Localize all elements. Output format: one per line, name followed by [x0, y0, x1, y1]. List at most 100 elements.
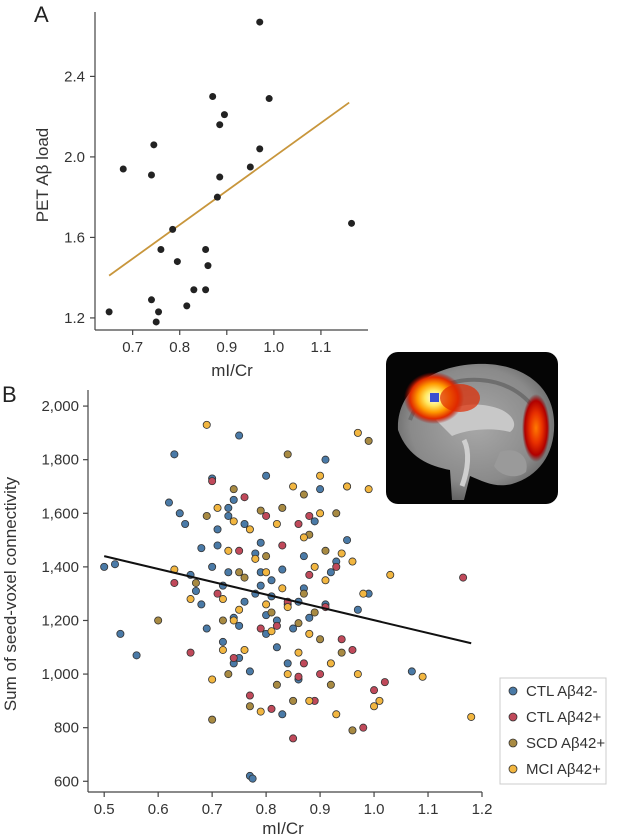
- panel-b-data-point: [294, 619, 303, 628]
- panel-b-data-point: [197, 600, 206, 609]
- panel-b-data-point: [278, 710, 287, 719]
- panel-b-data-point: [132, 651, 141, 660]
- panel-b-data-point: [262, 552, 271, 561]
- panel-b-data-point: [272, 680, 281, 689]
- posterior-activation-region: [522, 394, 550, 462]
- panel-b-y-tick-label: 1,200: [41, 612, 79, 629]
- panel-a-data-point: [256, 18, 264, 26]
- panel-b-data-point: [224, 546, 233, 555]
- panel-b-y-tick-label: 600: [54, 773, 79, 790]
- panel-b-data-point: [213, 525, 222, 534]
- panel-b-data-point: [289, 696, 298, 705]
- panel-b-data-point: [262, 568, 271, 577]
- panel-b-data-point: [186, 595, 195, 604]
- panel-a-data-point: [202, 286, 210, 294]
- panel-b-data-point: [299, 589, 308, 598]
- panel-a-data-point: [150, 141, 158, 149]
- legend-marker: [508, 686, 518, 696]
- panel-b-data-point: [316, 485, 325, 494]
- panel-b-data-point: [370, 686, 379, 695]
- panel-b-data-point: [170, 578, 179, 587]
- panel-b-data-point: [218, 637, 227, 646]
- panel-b-data-point: [316, 635, 325, 644]
- panel-b-data-point: [343, 482, 352, 491]
- panel-a-data-point: [152, 318, 160, 326]
- brain-connectivity-inset: [386, 352, 558, 504]
- panel-b-data-point: [299, 552, 308, 561]
- panel-b-data-point: [289, 482, 298, 491]
- panel-b-data-point: [305, 629, 314, 638]
- panel-b-data-point: [467, 712, 476, 721]
- panel-b-data-point: [353, 605, 362, 614]
- panel-b-data-point: [294, 520, 303, 529]
- panel-b-data-point: [248, 774, 257, 783]
- panel-a-y-tick-label: 1.2: [64, 310, 85, 327]
- panel-b-data-point: [235, 621, 244, 630]
- panel-b-y-tick-label: 1,400: [41, 559, 79, 576]
- panel-b-data-point: [208, 715, 217, 724]
- panel-b-data-point: [310, 517, 319, 526]
- panel-b-data-point: [245, 702, 254, 711]
- panel-a-data-point: [190, 286, 198, 294]
- panel-b-data-point: [310, 608, 319, 617]
- panel-a-data-point: [246, 163, 254, 171]
- panel-b-data-point: [316, 670, 325, 679]
- panel-a-data-point: [105, 308, 113, 316]
- panel-b-data-point: [359, 723, 368, 732]
- panel-a-data-point: [220, 111, 228, 119]
- panel-b-y-tick-label: 1,000: [41, 666, 79, 683]
- panel-b-data-point: [316, 471, 325, 480]
- panel-b-data-point: [310, 562, 319, 571]
- panel-b-data-point: [208, 675, 217, 684]
- legend-label: SCD Aβ42+: [526, 735, 605, 752]
- panel-a-y-label: PET Aβ load: [33, 128, 52, 223]
- panel-b-data-point: [235, 568, 244, 577]
- panel-b-data-point: [305, 613, 314, 622]
- panel-b-data-point: [278, 584, 287, 593]
- panel-b-data-point: [229, 485, 238, 494]
- panel-b-data-point: [197, 544, 206, 553]
- panel-b-data-point: [370, 702, 379, 711]
- panel-b-data-point: [240, 597, 249, 606]
- panel-b-data-point: [321, 576, 330, 585]
- panel-b-data-point: [208, 562, 217, 571]
- panel-b-data-point: [343, 536, 352, 545]
- panel-a-data-point: [157, 245, 165, 253]
- panel-a-data-point: [213, 193, 221, 201]
- panel-a-chart: 1.2 1.6 2.0 2.4 0.7 0.8 0.9 1.0 1.1 PET Aβ load…: [33, 12, 368, 380]
- panel-b-data-point: [267, 704, 276, 713]
- panel-a-data-point: [256, 145, 264, 153]
- panel-b-data-point: [229, 616, 238, 625]
- panel-b-data-point: [186, 648, 195, 657]
- panel-a-data-point: [216, 121, 224, 129]
- panel-b-data-point: [256, 624, 265, 633]
- panel-b-data-point: [256, 707, 265, 716]
- panel-b-data-point: [326, 659, 335, 668]
- panel-b-data-point: [359, 589, 368, 598]
- panel-a-y-tick-label: 2.4: [64, 68, 85, 85]
- panel-b-data-point: [245, 691, 254, 700]
- panel-b-data-point: [283, 659, 292, 668]
- panel-b-data-point: [245, 667, 254, 676]
- panel-a-data-point: [173, 258, 181, 266]
- panel-b-data-point: [375, 696, 384, 705]
- panel-b-data-point: [332, 710, 341, 719]
- panel-a-data-point: [147, 171, 155, 179]
- panel-b-data-point: [299, 659, 308, 668]
- panel-b-data-point: [305, 696, 314, 705]
- panel-b-data-point: [224, 511, 233, 520]
- panel-b-data-point: [299, 490, 308, 499]
- legend-label: CTL Aβ42-: [526, 683, 597, 700]
- panel-a-x-tick-label: 0.7: [122, 339, 143, 356]
- legend-box: [499, 677, 607, 785]
- panel-b-data-point: [305, 511, 314, 520]
- panel-a-y-tick-label: 2.0: [64, 149, 85, 166]
- panel-b-data-point: [256, 581, 265, 590]
- panel-b-data-point: [283, 603, 292, 612]
- panel-b-data-point: [278, 503, 287, 512]
- panel-b-regression-line: [103, 555, 472, 645]
- panel-b-data-point: [386, 570, 395, 579]
- panel-a-x-tick-label: 0.9: [216, 339, 237, 356]
- panel-b-data-point: [326, 568, 335, 577]
- panel-b-data-point: [337, 549, 346, 558]
